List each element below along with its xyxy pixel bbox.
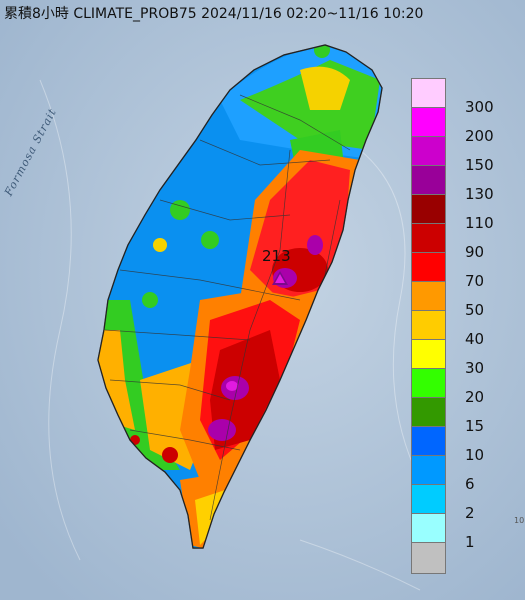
map-title: 累積8小時 CLIMATE_PROB75 2024/11/16 02:20~11… bbox=[4, 6, 424, 22]
legend-label: 150 bbox=[465, 156, 494, 174]
legend-swatch bbox=[411, 513, 446, 545]
legend-swatch bbox=[411, 397, 446, 429]
legend-swatch bbox=[411, 368, 446, 400]
legend-swatch bbox=[411, 484, 446, 516]
legend-label: 2 bbox=[465, 504, 475, 522]
legend-swatch bbox=[411, 194, 446, 226]
legend-swatch bbox=[411, 455, 446, 487]
legend-swatch bbox=[411, 165, 446, 197]
legend-label: 50 bbox=[465, 301, 485, 319]
legend-swatch bbox=[411, 542, 446, 574]
legend-label: 15 bbox=[465, 417, 485, 435]
max-value-label: 213 bbox=[262, 247, 291, 265]
legend-swatch bbox=[411, 78, 446, 110]
legend-label: 110 bbox=[465, 214, 494, 232]
sea-texture bbox=[39, 79, 421, 591]
legend-swatch bbox=[411, 136, 446, 168]
legend-swatch bbox=[411, 310, 446, 342]
max-value-marker-icon bbox=[272, 271, 288, 285]
legend-label: 200 bbox=[465, 127, 494, 145]
corner-mark: 10 bbox=[514, 516, 525, 525]
legend-swatch bbox=[411, 252, 446, 284]
legend-label: 70 bbox=[465, 272, 485, 290]
legend-swatch bbox=[411, 426, 446, 458]
legend-swatch bbox=[411, 107, 446, 139]
legend-label: 90 bbox=[465, 243, 485, 261]
legend-label: 130 bbox=[465, 185, 494, 203]
legend-label: 20 bbox=[465, 388, 485, 406]
coastline bbox=[97, 44, 383, 549]
legend-label: 300 bbox=[465, 98, 494, 116]
legend-label: 40 bbox=[465, 330, 485, 348]
legend-label: 10 bbox=[465, 446, 485, 464]
legend-label: 6 bbox=[465, 475, 475, 493]
legend-swatch bbox=[411, 281, 446, 313]
legend-label: 30 bbox=[465, 359, 485, 377]
legend-label: 1 bbox=[465, 533, 475, 551]
legend-swatch bbox=[411, 223, 446, 255]
legend-swatch bbox=[411, 339, 446, 371]
